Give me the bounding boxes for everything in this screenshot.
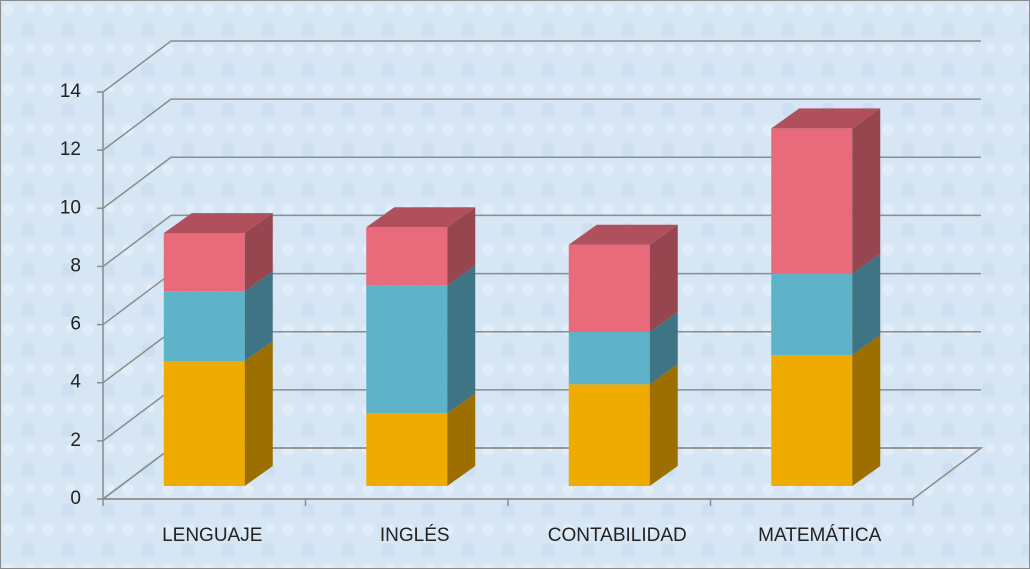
bar-front <box>163 360 245 486</box>
bar-front <box>568 384 650 486</box>
bar-segment <box>163 213 273 292</box>
bar-side <box>447 265 476 414</box>
grid-line <box>102 214 981 268</box>
bar-side <box>649 224 678 332</box>
bar-top <box>366 207 476 228</box>
bar-front <box>163 233 245 292</box>
bar-front <box>366 413 448 486</box>
bar-side <box>852 335 881 486</box>
y-tick-label: 12 <box>60 139 81 160</box>
bar-front <box>771 273 853 356</box>
x-tick-label: MATEMÁTICA <box>758 525 881 546</box>
bar-top <box>163 213 273 234</box>
bar-segment <box>771 253 881 356</box>
bar-segment <box>366 265 476 414</box>
bar-side <box>244 340 273 486</box>
grid-line <box>102 98 981 151</box>
bar-side <box>649 364 678 486</box>
bar-front <box>568 331 650 385</box>
bar-front <box>771 355 853 486</box>
x-tick-label: CONTABILIDAD <box>548 525 687 546</box>
bar-front <box>366 285 448 414</box>
bar-segment <box>568 224 678 332</box>
bar-segment <box>771 108 881 274</box>
bar-front <box>568 244 650 332</box>
bar-front <box>163 291 245 361</box>
x-tick-label: INGLÉS <box>380 525 450 546</box>
bar-segment <box>163 271 273 361</box>
x-tick-label: LENGUAJE <box>162 525 262 546</box>
bar-segment <box>771 335 881 486</box>
y-tick-label: 8 <box>70 255 81 276</box>
grid-line <box>102 40 981 93</box>
bar-side <box>244 213 273 292</box>
y-tick-label: 2 <box>70 430 81 451</box>
bar-side <box>447 393 476 486</box>
bar-side <box>447 207 476 286</box>
bar-segment <box>366 207 476 286</box>
grid-line <box>102 156 981 209</box>
bar-segment <box>366 393 476 486</box>
bar-top <box>771 108 881 129</box>
y-tick-label: 14 <box>60 81 82 102</box>
bar-side <box>649 311 678 385</box>
bar-side <box>852 108 881 274</box>
plot-area: 0 2 4 6 8 10 12 14 LENGUAJE INGLÉS CONTABILIDAD MAT… <box>60 40 984 546</box>
bar-front <box>366 227 448 286</box>
y-tick-label: 0 <box>70 488 81 509</box>
bar-front <box>771 128 853 274</box>
y-tick-label: 4 <box>70 372 81 393</box>
bar-side <box>244 271 273 361</box>
bar-top <box>568 224 678 245</box>
bar-segment <box>568 364 678 486</box>
bar-side <box>852 253 881 356</box>
y-tick-label: 10 <box>60 197 81 218</box>
bar-segment <box>163 340 273 486</box>
y-tick-label: 6 <box>70 314 81 335</box>
bar-segment <box>568 311 678 385</box>
